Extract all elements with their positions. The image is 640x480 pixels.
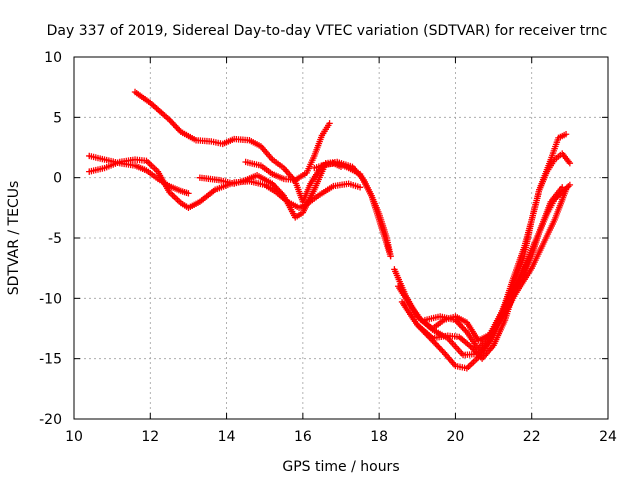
y-tick-label: -15 — [39, 352, 62, 368]
y-tick-label: 10 — [44, 50, 62, 66]
data-point — [185, 190, 192, 197]
chart-title: Day 337 of 2019, Sidereal Day-to-day VTE… — [47, 23, 608, 39]
data-series — [86, 88, 574, 372]
series-K — [414, 184, 566, 362]
y-tick-label: 5 — [53, 110, 62, 126]
x-tick-label: 12 — [141, 429, 159, 445]
x-tick-label: 22 — [523, 429, 541, 445]
series-F — [311, 159, 394, 260]
y-tick-label: -10 — [39, 291, 62, 307]
x-tick-label: 16 — [294, 429, 312, 445]
data-point — [356, 184, 364, 191]
x-tick-label: 10 — [65, 429, 83, 445]
y-axis-ticks: 10 5 0 -5 -10 -15 -20 — [39, 50, 608, 428]
y-tick-label: -20 — [39, 412, 62, 428]
x-tick-label: 20 — [447, 429, 465, 445]
y-axis-label: SDTVAR / TECUs — [6, 181, 22, 296]
data-point — [387, 252, 394, 260]
data-point — [562, 131, 570, 138]
y-tick-label: -5 — [48, 231, 62, 247]
data-point — [566, 181, 574, 189]
data-point — [559, 184, 566, 191]
grid-lines — [74, 57, 608, 419]
y-tick-label: 0 — [53, 171, 62, 187]
series-C — [131, 88, 345, 205]
x-tick-label: 18 — [370, 429, 388, 445]
series-E — [242, 120, 333, 184]
data-point — [326, 120, 333, 127]
x-tick-label: 24 — [599, 429, 617, 445]
x-axis-ticks: 10 12 14 16 18 20 22 24 — [65, 57, 617, 445]
x-tick-label: 14 — [218, 429, 236, 445]
x-axis-label: GPS time / hours — [282, 459, 399, 475]
data-point — [566, 159, 574, 167]
